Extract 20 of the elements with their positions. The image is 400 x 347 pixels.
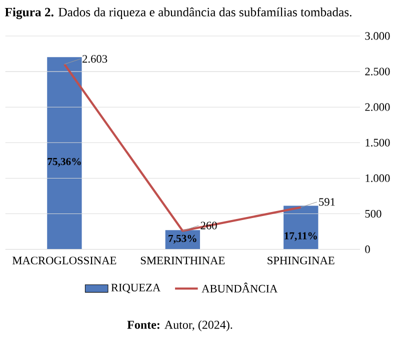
x-tick-label: SMERINTHINAE [140,256,225,264]
data-label: 591 [319,198,335,206]
y2-tick-label: 2.500 [365,68,390,76]
x-tick-label: SPHINGINAE [268,256,334,264]
data-label: 17,11% [284,232,317,242]
y2-tick-label: 2.000 [365,103,390,112]
data-label: 2.603 [82,55,108,63]
y2-tick-label: 1.000 [366,174,390,182]
y2-tick-label: 0 [365,246,370,254]
legend-label: ABUNDÂNCIA [202,282,278,293]
chart-title: Figura 2. Dados da riqueza e abundância das subfamílias tombadas. [4,8,352,20]
y2-tick-label: 1.500 [366,138,390,147]
text: Fonte: Autor, (2024). [127,320,232,332]
y2-tick-label: 3.000 [365,32,390,40]
data-label: 75,36% [48,158,81,167]
data-label: 7,53% [168,235,196,244]
x-tick-label: MACROGLOSSINAE [12,256,116,264]
data-label: 260 [200,222,217,230]
y2-tick-label: 500 [365,210,382,218]
legend-label: RIQUEZA [111,284,161,294]
